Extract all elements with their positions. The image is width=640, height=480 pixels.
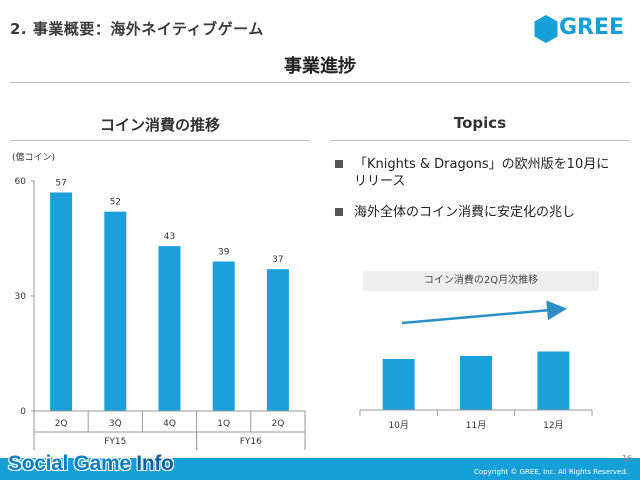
coin-chart-heading-divider [10, 140, 310, 141]
social-game-info-watermark: Social Game Info [8, 452, 174, 476]
hexagon-logo-icon [534, 15, 558, 43]
monthly-category-label: 12月 [543, 420, 563, 431]
y-tick-label: 0 [20, 407, 26, 417]
monthly-x-axis: 10月 11月 12月 [359, 409, 593, 431]
square-bullet-icon [335, 208, 343, 216]
topic-item: 「Knights & Dragons」の欧州版を10月にリリース [332, 156, 622, 190]
topics-heading: Topics [453, 114, 507, 132]
y-axis-ticks: 0 30 60 [15, 177, 34, 417]
y-axis-unit-label: (億コイン) [12, 151, 55, 163]
copyright-notice: Copyright © GREE, Inc. All Rights Reserv… [473, 468, 628, 476]
topics-heading-divider [330, 140, 630, 141]
bar-value-label: 39 [218, 248, 230, 258]
bar [158, 246, 181, 411]
topic-item: 海外全体のコイン消費に安定化の兆し [332, 204, 622, 221]
logo-text: GREE [559, 15, 625, 40]
category-label: 1Q [217, 419, 230, 429]
header-divider [10, 82, 630, 83]
group-label: FY15 [104, 437, 126, 447]
slide-subtitle: 事業進捗 [284, 56, 356, 77]
footer-bar [0, 458, 640, 480]
monthly-coin-chart: 10月 11月 12月 [359, 300, 593, 431]
bar [266, 269, 289, 411]
watermark-info-text: Info [136, 452, 174, 475]
y-tick-label: 30 [15, 292, 27, 302]
monthly-category-label: 11月 [466, 420, 486, 431]
monthly-bar-series [382, 351, 570, 410]
category-label: 4Q [163, 419, 176, 429]
page-header-title: 2. 事業概要：海外ネイティブゲーム [10, 20, 264, 38]
coin-chart-heading: コイン消費の推移 [99, 116, 220, 134]
monthly-category-label: 10月 [388, 420, 408, 431]
category-label: 2Q [271, 419, 284, 429]
square-bullet-icon [335, 160, 343, 168]
bar [104, 211, 127, 411]
category-label: 2Q [55, 419, 68, 429]
bar-value-label: 52 [110, 198, 121, 208]
coin-consumption-chart: (億コイン) 0 30 60 57 52 43 39 37 2Q 3Q 4Q 1Q 2Q FY15 FY… [12, 151, 306, 450]
monthly-bar [537, 351, 570, 410]
bar-series: 57 52 43 39 37 [50, 179, 289, 411]
topic-text: 海外全体のコイン消費に安定化の兆し [354, 205, 576, 220]
monthly-bar [382, 359, 415, 410]
x-axis: 2Q 3Q 4Q 1Q 2Q FY15 FY16 [33, 410, 306, 450]
watermark-social-text: Social Game [8, 452, 137, 475]
upward-trend-arrow-icon [401, 300, 567, 325]
monthly-chart-caption: コイン消費の2Q月次推移 [363, 271, 599, 291]
page-number: 16 [621, 454, 632, 463]
bar [50, 192, 73, 411]
bar-value-label: 43 [164, 232, 175, 242]
y-tick-label: 60 [15, 177, 27, 187]
gree-logo: GREE [533, 12, 633, 48]
bar-value-label: 57 [55, 179, 66, 189]
category-label: 3Q [109, 419, 122, 429]
group-label: FY16 [240, 437, 262, 447]
topics-list: 「Knights & Dragons」の欧州版を10月にリリース 海外全体のコイ… [332, 156, 622, 235]
bar [212, 261, 235, 411]
bar-value-label: 37 [272, 255, 283, 265]
monthly-bar [460, 356, 492, 410]
topic-text: 「Knights & Dragons」の欧州版を10月にリリース [354, 157, 610, 189]
